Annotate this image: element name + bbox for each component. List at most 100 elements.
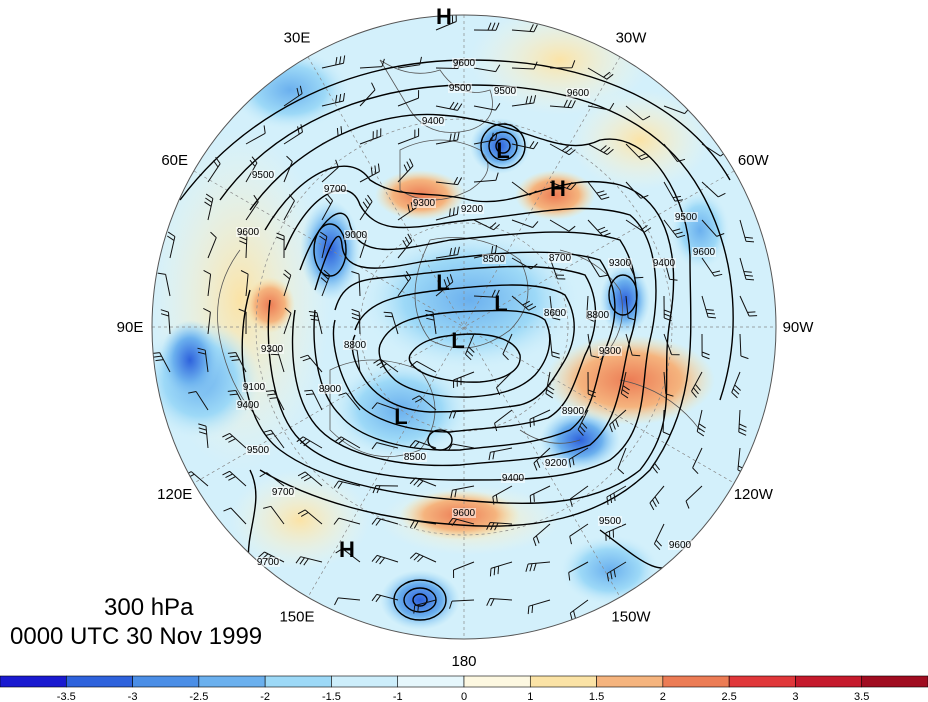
- contour-label: 9300: [609, 258, 632, 269]
- wind-barb: [549, 181, 577, 191]
- wind-barb: [494, 409, 513, 432]
- low-pressure-center: L: [496, 138, 509, 163]
- wind-barb: [333, 517, 361, 525]
- wind-barb: [473, 219, 500, 231]
- wind-barb: [359, 128, 382, 145]
- wind-barb: [662, 409, 671, 436]
- contour-label-bg: [343, 340, 367, 350]
- wind-barb: [297, 471, 323, 487]
- wind-barb: [304, 389, 323, 411]
- wind-barb: [334, 436, 361, 449]
- colorbar-swatch: [198, 675, 266, 688]
- wind-barb: [276, 232, 285, 259]
- low-pressure-center: L: [394, 404, 407, 429]
- contour-label-bg: [548, 253, 572, 263]
- colorbar-label: -1.5: [322, 691, 341, 702]
- wind-barb: [511, 61, 538, 70]
- wind-barb: [413, 599, 437, 614]
- wind-barb: [359, 163, 380, 183]
- longitude-label: 30E: [284, 30, 311, 47]
- wind-barb: [453, 561, 475, 579]
- colorbar-swatch: [397, 675, 465, 688]
- colorbar-label: 0: [461, 691, 467, 702]
- contour-label: 9600: [693, 247, 716, 258]
- contour-label: 8700: [549, 253, 572, 264]
- contour-label: 9400: [422, 116, 445, 127]
- wind-barb: [549, 219, 576, 232]
- wind-barb: [188, 391, 209, 411]
- contour-labels: 9600 9500 9500 9600 9400 9500 9700 9300 9200 9000…: [236, 58, 716, 568]
- wind-barb: [207, 231, 217, 259]
- wind-barb: [397, 128, 420, 145]
- wind-barb: [283, 307, 292, 335]
- contour-label: 9500: [247, 445, 270, 456]
- wind-barb: [663, 181, 683, 202]
- contour-label: 9000: [345, 230, 368, 241]
- wind-barb: [453, 371, 475, 389]
- wind-barb: [197, 347, 209, 373]
- wind-barb: [397, 56, 422, 69]
- wind-barb: [435, 246, 460, 259]
- contour-label: 9500: [675, 212, 698, 223]
- contour-label-bg: [482, 254, 506, 264]
- wind-barb: [259, 472, 285, 487]
- wind-barb: [283, 269, 292, 297]
- wind-barb: [701, 181, 726, 198]
- longitude-label: 150E: [279, 608, 314, 625]
- colorbar-label: -2.5: [189, 691, 208, 702]
- colorbar-swatch: [861, 675, 928, 688]
- wind-barb: [653, 523, 665, 551]
- wind-barb: [587, 333, 600, 359]
- wind-barb: [577, 409, 589, 436]
- contour-label-bg: [452, 508, 476, 518]
- contour-label: 9200: [461, 204, 484, 215]
- wind-barb: [625, 295, 636, 321]
- wind-barb: [411, 395, 437, 411]
- wind-barb: [496, 371, 513, 396]
- wind-barb: [569, 485, 589, 507]
- wind-barb: [321, 55, 346, 69]
- wind-barb: [240, 270, 249, 297]
- map-boundary: [151, 14, 777, 640]
- wind-barb: [605, 523, 627, 541]
- contour-label: 9300: [261, 344, 284, 355]
- wind-barb: [486, 598, 513, 607]
- wind-barb: [207, 156, 221, 183]
- wind-barb: [568, 561, 589, 581]
- contour-label: 8600: [544, 308, 567, 319]
- wind-barb: [308, 311, 323, 335]
- contour-label-bg: [246, 445, 270, 455]
- wind-barb: [511, 181, 537, 196]
- wind-barb: [338, 392, 361, 411]
- wind-barb: [738, 409, 747, 436]
- wind-barb: [465, 333, 475, 361]
- wind-barb: [371, 402, 399, 411]
- longitude-label: 60W: [738, 152, 770, 169]
- contour-label-bg: [674, 212, 698, 222]
- colorbar-label: 2: [660, 691, 666, 702]
- wind-barb: [319, 231, 328, 259]
- wind-barb: [448, 409, 475, 419]
- wind-barb: [649, 485, 665, 511]
- contour-label: 8900: [319, 384, 342, 395]
- colorbar-label: 3: [792, 691, 798, 702]
- wind-barb: [473, 22, 500, 31]
- longitude-label: 30W: [616, 30, 648, 47]
- wind-barb: [473, 132, 498, 145]
- colorbar-label: 2.5: [721, 691, 736, 702]
- wind-barb: [450, 485, 475, 499]
- wind-barb: [160, 309, 171, 335]
- wind-barb: [223, 507, 247, 525]
- colorbar-label: 1: [527, 691, 533, 702]
- wind-barb: [371, 554, 399, 565]
- colorbar: -3.5 -3 -2.5 -2 -1.5 -1 0 1 1.5 2 2.5 3 3.5: [0, 675, 928, 702]
- wind-barb: [447, 517, 475, 526]
- wind-barb: [397, 271, 412, 297]
- wind-barb: [473, 172, 499, 183]
- wind-barb: [198, 423, 209, 449]
- pressure-center-labels: H L H L L L L H: [339, 4, 566, 562]
- wind-barb: [625, 219, 652, 233]
- low-pressure-center: L: [494, 291, 507, 316]
- wind-barb: [701, 219, 725, 237]
- colorbar-label: -1: [393, 691, 403, 702]
